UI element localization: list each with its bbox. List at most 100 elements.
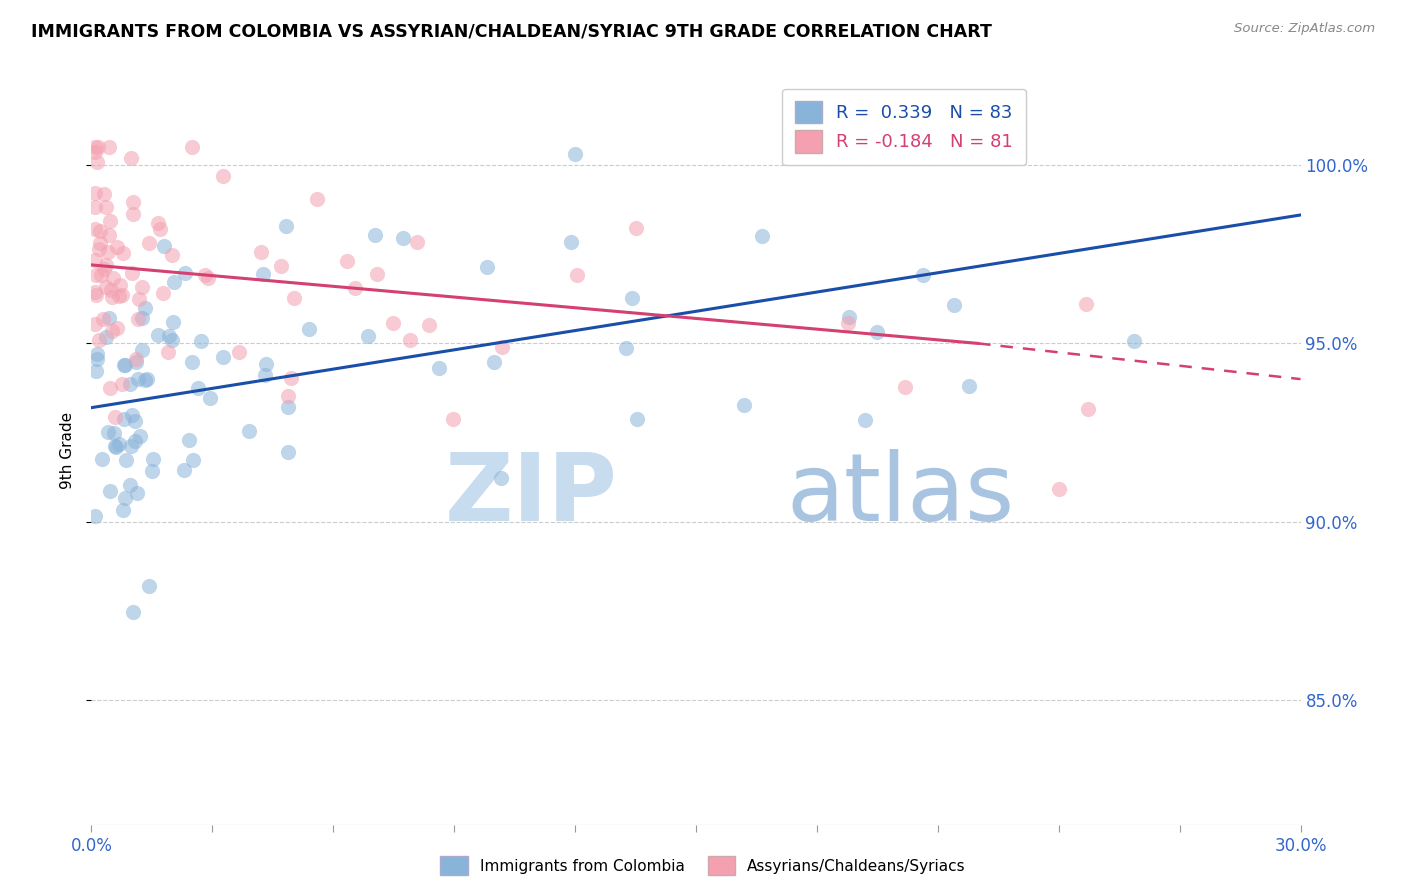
Point [336,253,359,268]
Point [105,440,128,454]
Point [173,266,195,280]
Point [84,317,107,331]
Point [131,280,153,294]
Point [127,312,149,326]
Point [90,451,112,466]
Text: ZIP: ZIP [444,450,617,541]
Point [406,235,429,249]
Text: IMMIGRANTS FROM COLOMBIA VS ASSYRIAN/CHALDEAN/SYRIAC 9TH GRADE CORRELATION CHART: IMMIGRANTS FROM COLOMBIA VS ASSYRIAN/CHA… [31,22,991,40]
Point [489,471,512,485]
Point [156,345,179,359]
Point [1123,334,1146,348]
Point [270,259,292,273]
Point [482,355,505,369]
Point [96,244,118,259]
Point [100,283,122,297]
Point [97,425,120,440]
Point [87,242,110,256]
Point [128,292,150,306]
Point [86,346,108,360]
Point [118,377,141,392]
Point [146,327,169,342]
Point [162,315,184,329]
Point [751,229,773,244]
Point [427,360,450,375]
Point [274,219,297,234]
Point [86,352,108,367]
Point [122,194,145,209]
Point [254,357,277,371]
Point [84,252,107,267]
Point [84,288,107,302]
Point [238,424,260,438]
Point [152,285,174,300]
Point [153,239,176,253]
Point [84,186,107,201]
Point [298,321,321,335]
Point [179,433,201,447]
Point [108,288,131,302]
Text: Source: ZipAtlas.com: Source: ZipAtlas.com [1234,22,1375,36]
Point [616,341,638,355]
Point [108,278,131,293]
Point [84,200,107,214]
Point [197,271,219,285]
Point [124,351,146,366]
Point [114,358,136,372]
Point [97,310,120,325]
Point [121,206,143,220]
Y-axis label: 9th Grade: 9th Grade [60,412,76,489]
Point [391,231,413,245]
Point [560,235,582,250]
Point [120,439,142,453]
Point [89,236,111,251]
Point [105,321,128,335]
Point [114,358,136,372]
Point [280,371,302,385]
Point [212,169,235,184]
Point [943,297,966,311]
Point [626,412,648,426]
Point [382,316,405,330]
Point [136,372,159,386]
Point [1047,482,1070,496]
Point [418,318,440,332]
Point [107,437,129,451]
Point [141,465,163,479]
Point [183,453,205,467]
Point [853,413,876,427]
Point [475,260,498,274]
Point [91,311,114,326]
Point [111,376,134,391]
Point [127,486,149,500]
Point [134,301,156,316]
Point [620,291,643,305]
Point [441,412,464,426]
Point [957,379,980,393]
Point [277,444,299,458]
Point [98,381,121,395]
Point [103,426,125,441]
Point [84,508,107,523]
Point [93,186,115,201]
Point [131,343,153,358]
Point [190,334,212,348]
Point [866,325,889,339]
Point [228,345,250,359]
Point [111,246,134,260]
Point [364,227,387,242]
Point [252,267,274,281]
Point [104,439,127,453]
Point [101,290,124,304]
Point [305,192,328,206]
Point [624,221,647,235]
Point [86,140,108,154]
Point [94,330,117,344]
Point [115,453,138,467]
Point [198,391,221,405]
Point [250,245,273,260]
Point [254,368,277,382]
Point [564,147,586,161]
Point [122,606,145,620]
Point [94,279,117,293]
